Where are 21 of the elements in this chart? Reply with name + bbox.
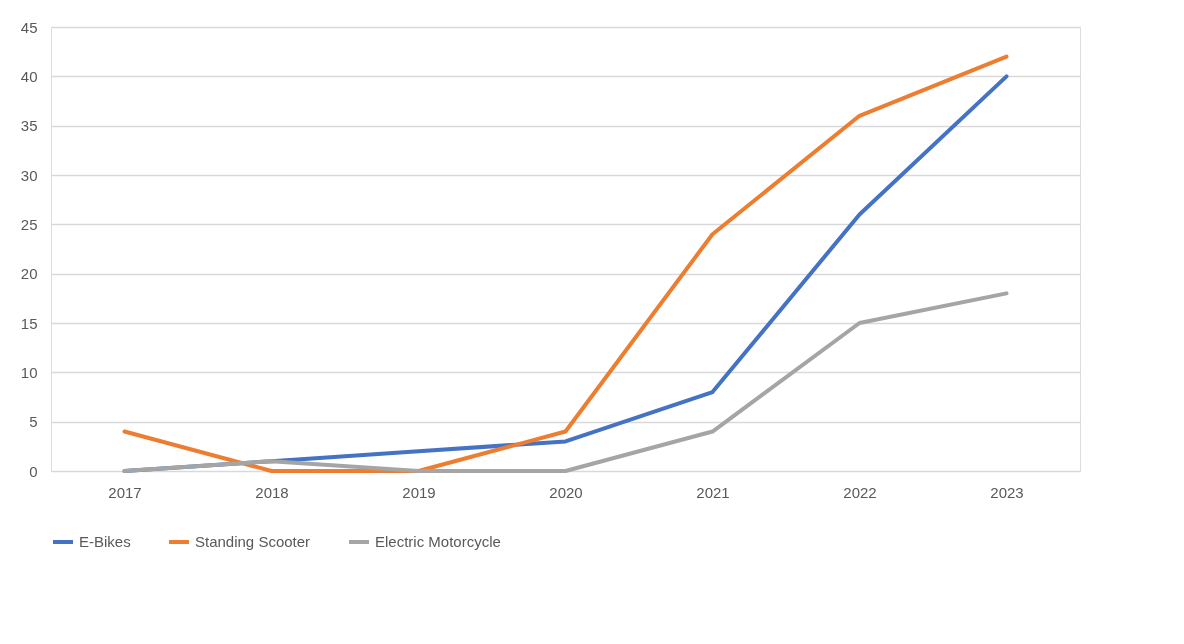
- y-tick-label: 5: [29, 413, 38, 431]
- y-tick-label: 25: [20, 215, 38, 233]
- y-tick-label: 15: [20, 314, 38, 332]
- y-tick-label: 0: [29, 462, 38, 480]
- x-tick-label: 2021: [696, 483, 730, 501]
- x-tick-label: 2022: [843, 483, 877, 501]
- legend-label: Standing Scooter: [195, 533, 311, 550]
- legend-label: Electric Motorcycle: [375, 533, 501, 550]
- y-tick-label: 10: [20, 363, 38, 381]
- y-tick-label: 45: [20, 18, 38, 36]
- x-tick-label: 2018: [255, 483, 289, 501]
- y-tick-label: 20: [20, 265, 38, 283]
- y-tick-label: 30: [20, 166, 38, 184]
- legend-label: E-Bikes: [79, 533, 131, 550]
- line-series: [122, 291, 1009, 473]
- x-tick-label: 2020: [549, 483, 583, 501]
- x-tick-label: 2017: [108, 483, 142, 501]
- y-tick-label: 35: [20, 117, 38, 135]
- x-tick-label: 2023: [990, 483, 1024, 501]
- y-tick-label: 40: [20, 67, 38, 85]
- x-tick-label: 2019: [402, 483, 436, 501]
